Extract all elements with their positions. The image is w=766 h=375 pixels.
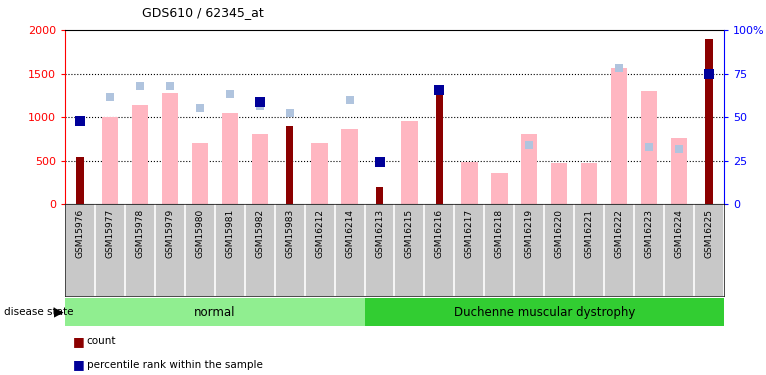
Bar (671, 138, 687, 204)
Bar (251, 134, 268, 204)
Text: ▶: ▶ (54, 306, 64, 319)
Text: GSM16219: GSM16219 (525, 209, 534, 258)
Point (643, 144, 655, 150)
Text: GSM16215: GSM16215 (405, 209, 414, 258)
Point (373, 159, 385, 165)
Text: normal: normal (194, 306, 236, 319)
Bar (581, 162, 597, 204)
Text: GSM16216: GSM16216 (435, 209, 444, 258)
Text: GSM16225: GSM16225 (705, 209, 713, 258)
Text: ■: ■ (73, 358, 84, 371)
Point (134, 83, 146, 89)
Point (283, 110, 296, 116)
Text: disease state: disease state (4, 307, 74, 317)
Text: GSM16212: GSM16212 (315, 209, 324, 258)
Bar (521, 134, 538, 204)
Text: ■: ■ (73, 335, 84, 348)
Bar (436, 91, 444, 204)
Text: count: count (87, 336, 116, 346)
Text: GSM16222: GSM16222 (614, 209, 624, 258)
Text: GSM16218: GSM16218 (495, 209, 504, 258)
Bar (376, 187, 383, 204)
Text: percentile rank within the sample: percentile rank within the sample (87, 360, 263, 369)
Bar (102, 117, 118, 204)
Point (164, 83, 176, 89)
Bar (312, 143, 328, 204)
Point (104, 94, 116, 100)
Text: GSM15980: GSM15980 (195, 209, 205, 258)
Bar (77, 157, 83, 204)
Text: GSM16214: GSM16214 (345, 209, 354, 258)
Bar (491, 173, 508, 204)
Text: GSM15977: GSM15977 (106, 209, 115, 258)
Bar (461, 162, 477, 204)
Text: GSM16213: GSM16213 (375, 209, 384, 258)
Bar (132, 105, 148, 204)
Bar (162, 93, 178, 204)
Text: GSM16224: GSM16224 (674, 209, 683, 258)
Text: GSM15983: GSM15983 (285, 209, 294, 258)
Text: GSM16217: GSM16217 (465, 209, 474, 258)
Text: GSM16223: GSM16223 (644, 209, 653, 258)
Point (194, 105, 206, 111)
Text: GSM16221: GSM16221 (584, 209, 594, 258)
Point (702, 70, 715, 76)
Bar (611, 68, 627, 204)
Text: GSM16220: GSM16220 (555, 209, 564, 258)
Bar (641, 91, 657, 204)
Bar (286, 126, 293, 204)
Text: GSM15978: GSM15978 (136, 209, 145, 258)
Bar (342, 129, 358, 204)
Text: GSM15976: GSM15976 (76, 209, 84, 258)
Point (224, 91, 236, 97)
Text: GSM15981: GSM15981 (225, 209, 234, 258)
Text: GSM15982: GSM15982 (255, 209, 264, 258)
Point (254, 99, 266, 105)
Point (254, 103, 266, 109)
Bar (192, 143, 208, 204)
Bar (401, 121, 417, 204)
Bar (551, 162, 568, 204)
Point (523, 142, 535, 148)
Point (74, 118, 87, 124)
Text: GDS610 / 62345_at: GDS610 / 62345_at (142, 6, 264, 19)
Text: Duchenne muscular dystrophy: Duchenne muscular dystrophy (453, 306, 635, 319)
Point (673, 146, 685, 152)
Bar (221, 113, 238, 204)
Text: GSM15979: GSM15979 (165, 209, 175, 258)
Bar (705, 39, 712, 204)
Point (343, 97, 355, 103)
Point (434, 87, 446, 93)
Point (613, 65, 625, 71)
